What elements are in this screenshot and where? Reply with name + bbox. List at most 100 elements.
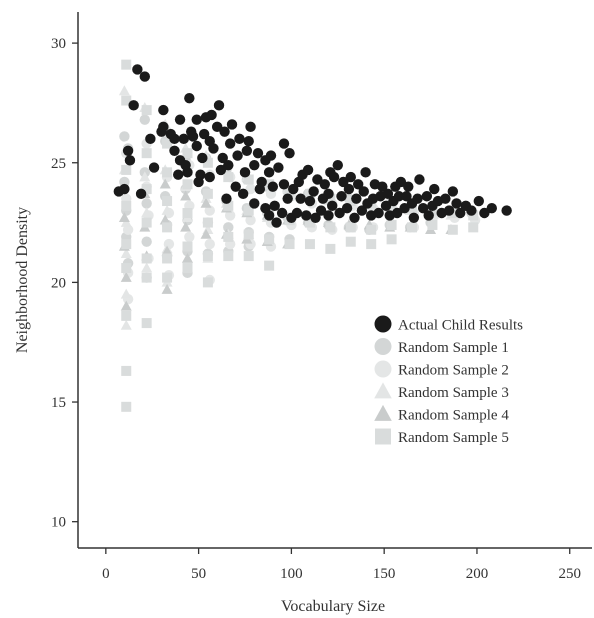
data-point (278, 138, 290, 149)
data-point (241, 145, 253, 156)
data-point (162, 222, 173, 233)
data-point (295, 193, 306, 204)
data-point (284, 147, 295, 159)
data-point (249, 159, 260, 171)
data-point (356, 205, 368, 216)
data-point (202, 277, 213, 288)
data-point (180, 190, 192, 201)
data-point (121, 310, 132, 321)
data-point (202, 188, 213, 199)
x-tick-label: 250 (558, 566, 581, 582)
data-point (139, 114, 151, 125)
data-point (310, 212, 321, 223)
data-point (139, 171, 151, 182)
data-point (223, 231, 234, 242)
data-point (162, 253, 173, 264)
data-point (159, 214, 171, 225)
data-point (141, 262, 153, 273)
legend-marker (374, 338, 392, 355)
data-point (182, 167, 193, 178)
data-point (121, 164, 132, 175)
data-point (124, 155, 136, 166)
x-tick-label: 200 (466, 566, 489, 582)
data-point (182, 148, 193, 159)
data-point (315, 205, 327, 216)
legend-marker (374, 404, 392, 421)
data-point (263, 167, 275, 178)
data-point (302, 164, 314, 176)
data-point (401, 191, 412, 202)
data-point (204, 205, 215, 216)
data-point (141, 148, 152, 159)
data-point (407, 222, 418, 233)
data-point (119, 183, 130, 195)
data-point (169, 145, 180, 156)
data-point (399, 203, 410, 214)
data-point (412, 193, 423, 204)
data-points (113, 59, 512, 412)
data-point (174, 114, 186, 125)
data-point (243, 229, 254, 240)
legend-label: Random Sample 2 (398, 363, 509, 379)
data-point (121, 59, 132, 70)
data-point (423, 210, 434, 221)
legend-label: Random Sample 4 (398, 408, 509, 424)
data-point (338, 176, 349, 188)
data-point (162, 272, 173, 283)
data-point (455, 207, 466, 219)
data-point (377, 181, 388, 192)
data-point (380, 200, 392, 212)
data-point (264, 260, 275, 271)
data-point (223, 222, 234, 233)
x-tick-label: 100 (280, 566, 303, 582)
data-point (128, 100, 139, 111)
data-point (373, 207, 384, 219)
data-point (243, 136, 254, 147)
data-point (120, 247, 132, 258)
data-point (421, 191, 433, 202)
data-point (332, 159, 343, 171)
data-point (245, 183, 256, 195)
data-point (226, 119, 238, 130)
data-point (403, 181, 414, 192)
data-point (319, 179, 330, 190)
data-point (219, 126, 230, 137)
data-point (215, 164, 227, 176)
data-point (122, 145, 134, 156)
data-point (325, 222, 336, 233)
data-point (243, 251, 254, 262)
data-point (328, 171, 340, 183)
y-axis-title: Neighborhood Density (14, 207, 31, 353)
data-point (301, 210, 312, 221)
data-point (304, 217, 315, 228)
y-tick-label: 30 (51, 36, 66, 52)
data-point (120, 319, 132, 330)
data-point (182, 263, 193, 274)
data-point (360, 167, 371, 178)
data-point (249, 198, 260, 209)
data-point (447, 186, 459, 197)
data-point (391, 207, 403, 219)
data-point (234, 133, 245, 145)
data-point (345, 171, 356, 183)
data-point (252, 147, 264, 159)
data-point (187, 131, 199, 142)
data-point (141, 272, 152, 283)
data-point (223, 251, 234, 262)
data-point (440, 193, 451, 204)
data-point (158, 121, 169, 133)
data-point (180, 221, 192, 232)
data-point (141, 217, 152, 228)
data-point (141, 198, 152, 209)
x-tick-label: 0 (102, 566, 110, 582)
legend-marker (374, 382, 392, 399)
data-point (351, 193, 362, 204)
data-point (243, 205, 254, 216)
data-point (121, 401, 132, 412)
data-point (121, 95, 132, 106)
data-point (122, 224, 134, 235)
data-point (269, 200, 280, 212)
data-point (202, 157, 213, 168)
data-point (479, 207, 490, 219)
